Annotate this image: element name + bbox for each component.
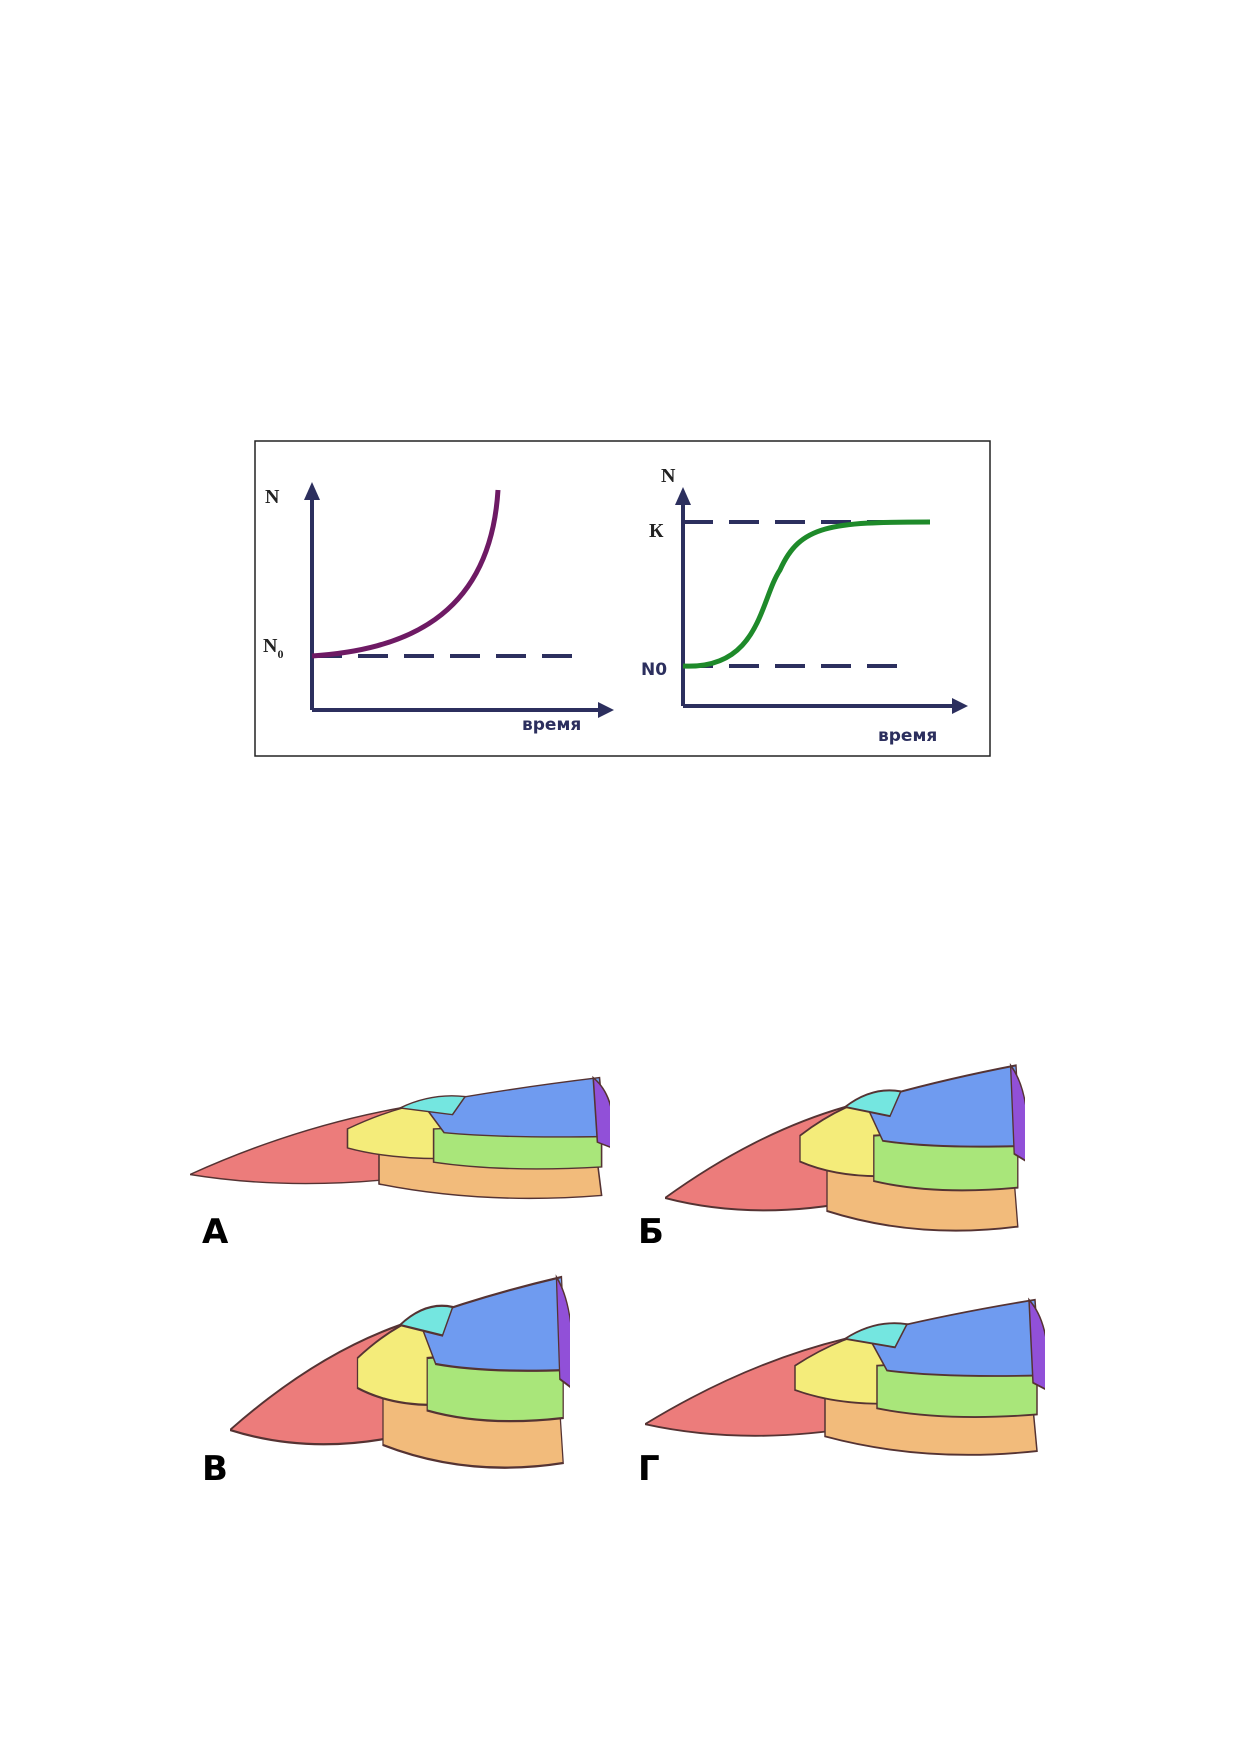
wing: [190, 1078, 613, 1199]
wing-label: А: [202, 1212, 229, 1252]
figure-frame: [254, 440, 991, 757]
wings-figure: А Б В Г: [190, 1065, 1048, 1489]
wing-label: В: [202, 1449, 228, 1489]
y-label: N: [661, 465, 676, 487]
arrow: [675, 487, 691, 505]
wing: [645, 1300, 1048, 1455]
k-label: К: [649, 520, 664, 542]
arrow: [598, 702, 614, 718]
baseline-main: N: [263, 635, 278, 657]
x-label: время: [522, 715, 581, 735]
logistic-curve: [682, 519, 931, 669]
wing-label: Б: [638, 1212, 664, 1252]
arrow: [304, 482, 320, 500]
growth-figure: N N0 время N К N0 время: [254, 440, 991, 757]
y-label: N: [265, 486, 280, 508]
x-label: время: [878, 726, 937, 746]
wing: [665, 1065, 1028, 1230]
arrow: [952, 698, 968, 714]
baseline-sub: 0: [277, 647, 283, 661]
wing: [230, 1277, 573, 1468]
baseline-label: N0: [263, 635, 283, 661]
wing-label: Г: [638, 1449, 660, 1489]
baseline-label: N0: [641, 660, 667, 680]
exponential-curve: [311, 489, 501, 659]
